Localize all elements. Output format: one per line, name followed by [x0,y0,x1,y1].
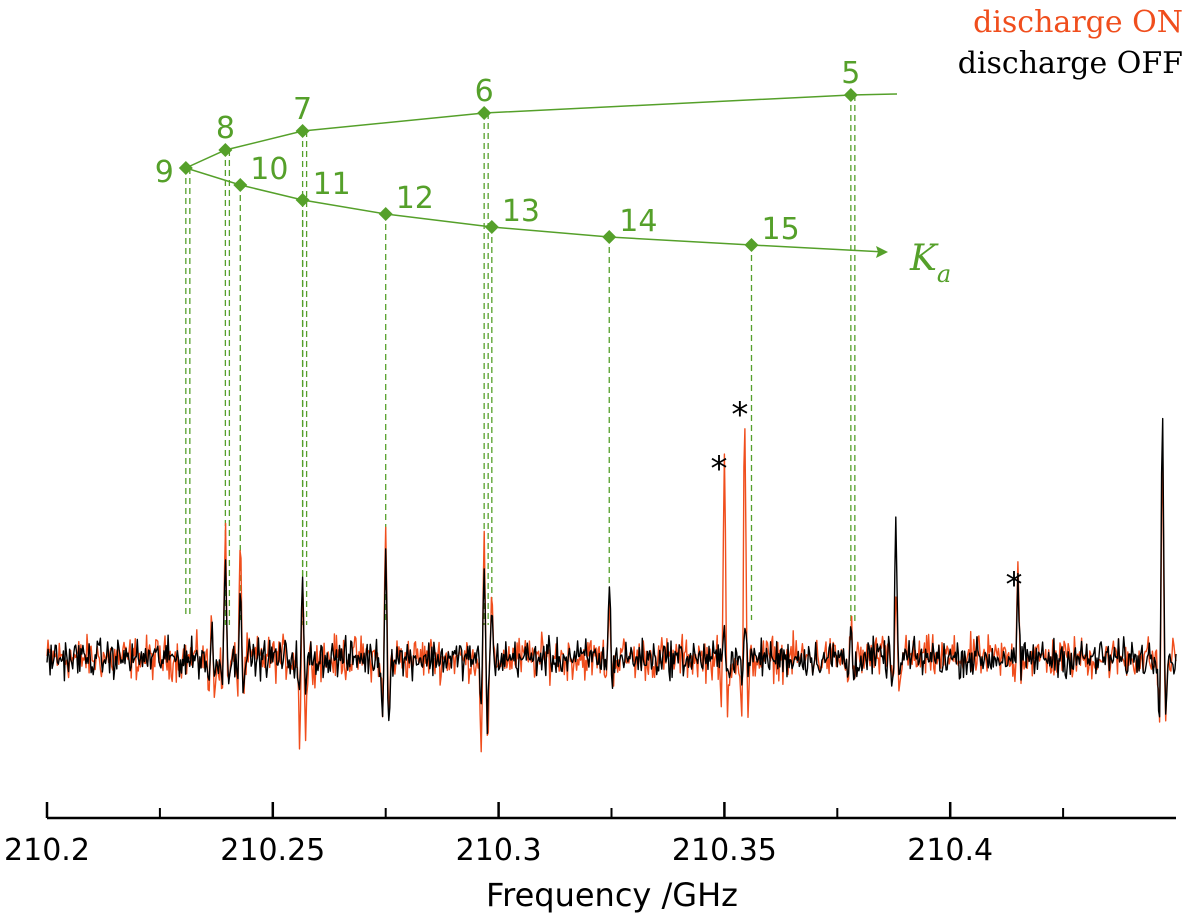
ka-label: 13 [502,194,540,229]
ka-label: 7 [293,92,312,127]
ka-marker [744,238,759,252]
legend-discharge-on: discharge ON [973,5,1183,40]
x-tick-label: 210.3 [456,833,542,868]
x-tick-label: 210.25 [220,833,325,868]
ka-marker [218,143,233,157]
ka-label: 15 [761,212,799,247]
unassigned-line-asterisk: * [1005,565,1022,605]
ka-marker [378,207,393,221]
x-tick-label: 210.2 [4,833,90,868]
ka-marker [178,161,193,175]
ka-label: 11 [313,167,351,202]
x-axis-layer: 210.2 210.25 210.3 210.35 210.4 [4,802,1176,868]
ka-label: 12 [396,181,434,216]
x-tick-label: 210.4 [907,833,993,868]
ka-marker [295,124,310,138]
assignment-diagram-layer: 5 6 7 8 9 10 11 12 13 14 15 [155,56,898,258]
ka-axis-subscript: a [937,260,951,288]
ka-axis-letter: K [909,238,939,279]
x-axis-label: Frequency /GHz [486,876,738,914]
unassigned-line-asterisk: * [711,449,728,489]
ka-marker [484,220,499,234]
ka-axis-label: Ka [909,238,951,288]
ka-label: 6 [475,74,494,109]
ka-marker [295,193,310,207]
x-tick-label: 210.35 [672,833,777,868]
unassigned-line-asterisk: * [731,395,748,435]
spectra-layer: *** [46,395,1177,753]
ka-marker [602,230,617,244]
legend-discharge-off: discharge OFF [958,46,1183,81]
ka-marker [843,88,858,102]
ka-label: 9 [155,155,174,190]
spectrum-discharge-off [46,417,1177,735]
ka-marker [233,178,248,192]
ka-marker [477,106,492,120]
ka-label: 10 [250,152,288,187]
ka-label: 14 [619,204,657,239]
ka-label: 5 [841,56,860,91]
ka-axis-arrowhead [876,246,888,258]
ka-label: 8 [216,111,235,146]
